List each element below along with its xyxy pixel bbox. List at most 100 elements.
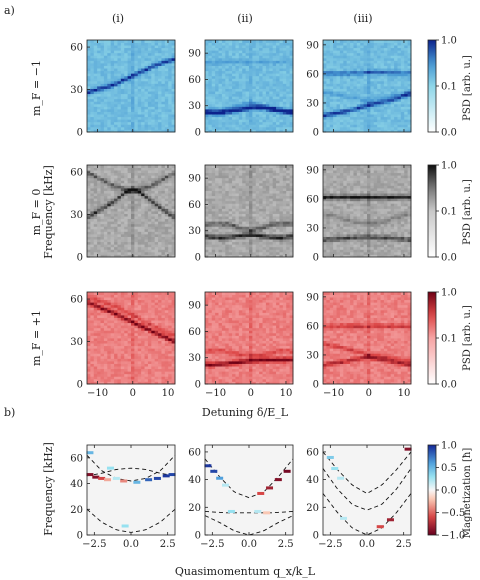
heatmap-cell (144, 172, 149, 176)
heatmap-cell (120, 221, 125, 225)
heatmap-cell (168, 208, 173, 212)
heatmap-cell (249, 98, 253, 102)
heatmap-cell (350, 73, 354, 77)
heatmap-cell (124, 78, 129, 82)
heatmap-cell (168, 239, 173, 243)
heatmap-cell (336, 126, 341, 130)
heatmap-cell (100, 126, 105, 130)
heatmap-cell (262, 182, 267, 186)
heatmap-cell (329, 177, 334, 181)
heatmap-cell (282, 98, 287, 102)
heatmap-cell (289, 42, 294, 46)
heatmap-cell (252, 65, 257, 69)
heatmap-cell (90, 216, 95, 220)
heatmap-cell (147, 254, 152, 258)
heatmap-cell (110, 182, 115, 186)
heatmap-cell (289, 83, 294, 87)
heatmap-cell (255, 93, 260, 97)
heatmap-cell (265, 98, 270, 102)
heatmap-cell (144, 251, 149, 255)
heatmap-cell (228, 193, 233, 197)
heatmap-cell (353, 114, 358, 118)
heatmap-cell (87, 114, 91, 118)
heatmap-cell (286, 70, 291, 74)
heatmap-cell (171, 228, 176, 232)
heatmap-cell (387, 75, 392, 79)
heatmap-cell (373, 124, 378, 128)
heatmap-cell (404, 98, 409, 102)
heatmap-cell (377, 42, 381, 46)
heatmap-cell (215, 75, 219, 79)
heatmap-cell (147, 60, 152, 64)
heatmap-cell (242, 103, 247, 107)
heatmap-cell (90, 75, 95, 79)
heatmap-cell (97, 75, 101, 79)
heatmap-cell (380, 116, 385, 120)
heatmap-cell (107, 190, 112, 194)
heatmap-cell (120, 193, 125, 197)
heatmap-cell (329, 60, 334, 64)
heatmap-cell (400, 73, 405, 77)
heatmap-cell (205, 234, 209, 237)
heatmap-cell (141, 246, 145, 250)
heatmap-cell (289, 111, 294, 115)
heatmap-cell (137, 55, 142, 59)
heatmap-cell (404, 124, 409, 128)
heatmap-cell (232, 221, 236, 225)
heatmap-cell (127, 180, 132, 184)
heatmap-cell (232, 182, 236, 186)
heatmap-cell (238, 234, 243, 237)
heatmap-cell (137, 249, 142, 253)
heatmap-cell (114, 200, 118, 204)
heatmap-cell (245, 218, 250, 222)
heatmap-cell (390, 70, 395, 74)
heatmap-cell (131, 244, 135, 248)
heatmap-cell (205, 80, 209, 84)
heatmap-cell (103, 198, 108, 202)
heatmap-cell (333, 47, 337, 51)
heatmap-cell (215, 188, 219, 191)
heatmap-cell (134, 129, 139, 133)
heatmap-cell (218, 93, 223, 97)
heatmap-cell (120, 75, 125, 79)
heatmap-cell (117, 45, 122, 49)
heatmap-cell (211, 124, 216, 128)
heatmap-cell (221, 246, 226, 250)
heatmap-cell (336, 119, 341, 123)
heatmap-cell (269, 175, 274, 179)
heatmap-cell (383, 121, 388, 125)
heatmap-cell (380, 40, 385, 43)
heatmap-cell (286, 103, 291, 107)
heatmap-cell (120, 63, 125, 66)
heatmap-cell (269, 65, 274, 69)
heatmap-cell (333, 203, 337, 207)
heatmap-cell (144, 126, 149, 130)
heatmap-cell (154, 121, 159, 125)
heatmap-cell (269, 165, 274, 168)
heatmap-cell (221, 121, 226, 125)
heatmap-cell (215, 167, 219, 171)
heatmap-cell (97, 88, 101, 92)
heatmap-cell (289, 221, 294, 225)
heatmap-cell (343, 50, 348, 54)
heatmap-cell (232, 96, 236, 100)
heatmap-cell (154, 221, 159, 225)
heatmap-cell (373, 96, 378, 100)
heatmap-cell (259, 50, 263, 54)
heatmap-cell (114, 208, 118, 212)
heatmap-cell (255, 70, 260, 74)
heatmap-cell (225, 88, 230, 92)
heatmap-cell (225, 40, 230, 43)
heatmap-cell (249, 226, 253, 230)
heatmap-cell (326, 63, 331, 66)
heatmap-cell (339, 96, 344, 100)
heatmap-cell (245, 228, 250, 232)
heatmap-cell (158, 254, 162, 258)
heatmap-cell (249, 251, 253, 255)
heatmap-cell (272, 96, 277, 100)
heatmap-cell (211, 116, 216, 120)
heatmap-cell (235, 119, 240, 123)
heatmap-cell (272, 182, 277, 186)
heatmap-cell (221, 254, 226, 258)
heatmap-cell (93, 213, 98, 217)
